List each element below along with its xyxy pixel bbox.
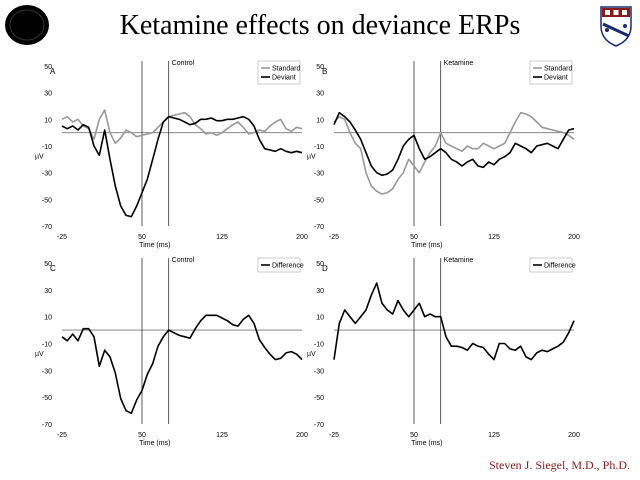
y-tick-label: 30 <box>316 288 324 295</box>
y-tick-label: 30 <box>316 91 324 98</box>
x-axis-label: Time (ms) <box>411 440 442 447</box>
y-tick-label: -30 <box>314 368 324 375</box>
y-tick-label: 30 <box>44 91 52 98</box>
series-line-standard <box>61 109 303 145</box>
legend: Difference <box>257 257 304 273</box>
y-tick-label: 10 <box>44 117 52 124</box>
series-line-deviant <box>333 111 575 177</box>
y-tick-label: -10 <box>42 144 52 151</box>
x-tick-label: 50 <box>138 234 146 241</box>
y-tick-label: 30 <box>44 288 52 295</box>
x-tick-label: -25 <box>57 234 67 241</box>
y-tick-label: -30 <box>42 171 52 178</box>
panel-letter: A <box>50 67 56 76</box>
legend-label: Deviant <box>544 75 568 82</box>
x-tick-label: 50 <box>410 432 418 439</box>
y-tick-label: -50 <box>42 197 52 204</box>
legend-box <box>257 60 301 85</box>
panel-letter: B <box>322 67 327 76</box>
legend-box <box>529 60 573 85</box>
panel-title: Ketamine <box>444 257 474 264</box>
y-tick-label: -50 <box>314 395 324 402</box>
x-axis-label: Time (ms) <box>139 440 170 447</box>
slide-title: Ketamine effects on deviance ERPs <box>119 10 521 41</box>
y-axis-label: µV <box>307 153 316 160</box>
series-line-difference <box>61 314 303 415</box>
university-shield-logo-icon <box>600 6 632 47</box>
x-tick-label: -25 <box>329 432 339 439</box>
y-tick-label: 50 <box>316 64 324 71</box>
y-tick-label: -50 <box>314 197 324 204</box>
series-line-standard <box>333 111 575 195</box>
x-tick-label: 200 <box>568 234 580 241</box>
legend-box <box>257 257 301 273</box>
y-tick-label: 10 <box>316 315 324 322</box>
legend-box <box>529 257 573 273</box>
x-tick-label: -25 <box>329 234 339 241</box>
x-tick-label: 200 <box>568 432 580 439</box>
y-tick-label: 50 <box>44 64 52 71</box>
y-tick-label: 50 <box>44 261 52 268</box>
x-tick-label: 125 <box>216 234 228 241</box>
y-axis-label: µV <box>307 351 316 358</box>
y-tick-label: -10 <box>314 144 324 151</box>
y-tick-label: -50 <box>42 395 52 402</box>
legend: Standard Deviant <box>257 60 301 85</box>
series-line-deviant <box>61 115 303 218</box>
y-tick-label: 10 <box>316 117 324 124</box>
legend-label: Standard <box>544 66 573 73</box>
y-tick-label: -30 <box>42 368 52 375</box>
x-tick-label: 50 <box>410 234 418 241</box>
panel-letter: D <box>322 264 328 273</box>
y-tick-label: 50 <box>316 261 324 268</box>
x-tick-label: -25 <box>57 432 67 439</box>
x-tick-label: 125 <box>216 432 228 439</box>
y-tick-label: -70 <box>314 422 324 429</box>
panel-letter: C <box>50 264 56 273</box>
x-tick-label: 200 <box>296 432 308 439</box>
legend: Standard Deviant <box>529 60 573 85</box>
y-tick-label: 10 <box>44 315 52 322</box>
y-tick-label: -70 <box>42 224 52 231</box>
panel-title: Control <box>172 60 195 67</box>
x-tick-label: 200 <box>296 234 308 241</box>
y-tick-label: -10 <box>42 342 52 349</box>
y-axis-label: µV <box>35 351 44 358</box>
x-tick-label: 125 <box>488 234 500 241</box>
y-tick-label: -30 <box>314 171 324 178</box>
panel-title: Ketamine <box>444 60 474 67</box>
y-tick-label: -10 <box>314 342 324 349</box>
y-tick-label: -70 <box>314 224 324 231</box>
x-tick-label: 50 <box>138 432 146 439</box>
legend-label: Difference <box>272 263 304 270</box>
panel-title: Control <box>172 257 195 264</box>
y-tick-label: -70 <box>42 422 52 429</box>
series-line-difference <box>333 282 575 361</box>
legend-label: Deviant <box>272 75 296 82</box>
author-credit: Steven J. Siegel, M.D., Ph.D. <box>489 458 630 472</box>
x-axis-label: Time (ms) <box>139 242 170 249</box>
x-axis-label: Time (ms) <box>411 242 442 249</box>
legend-label: Standard <box>272 66 301 73</box>
x-tick-label: 125 <box>488 432 500 439</box>
legend-label: Difference <box>544 263 576 270</box>
y-axis-label: µV <box>35 153 44 160</box>
legend: Difference <box>529 257 576 273</box>
seal-logo-icon <box>5 5 49 45</box>
